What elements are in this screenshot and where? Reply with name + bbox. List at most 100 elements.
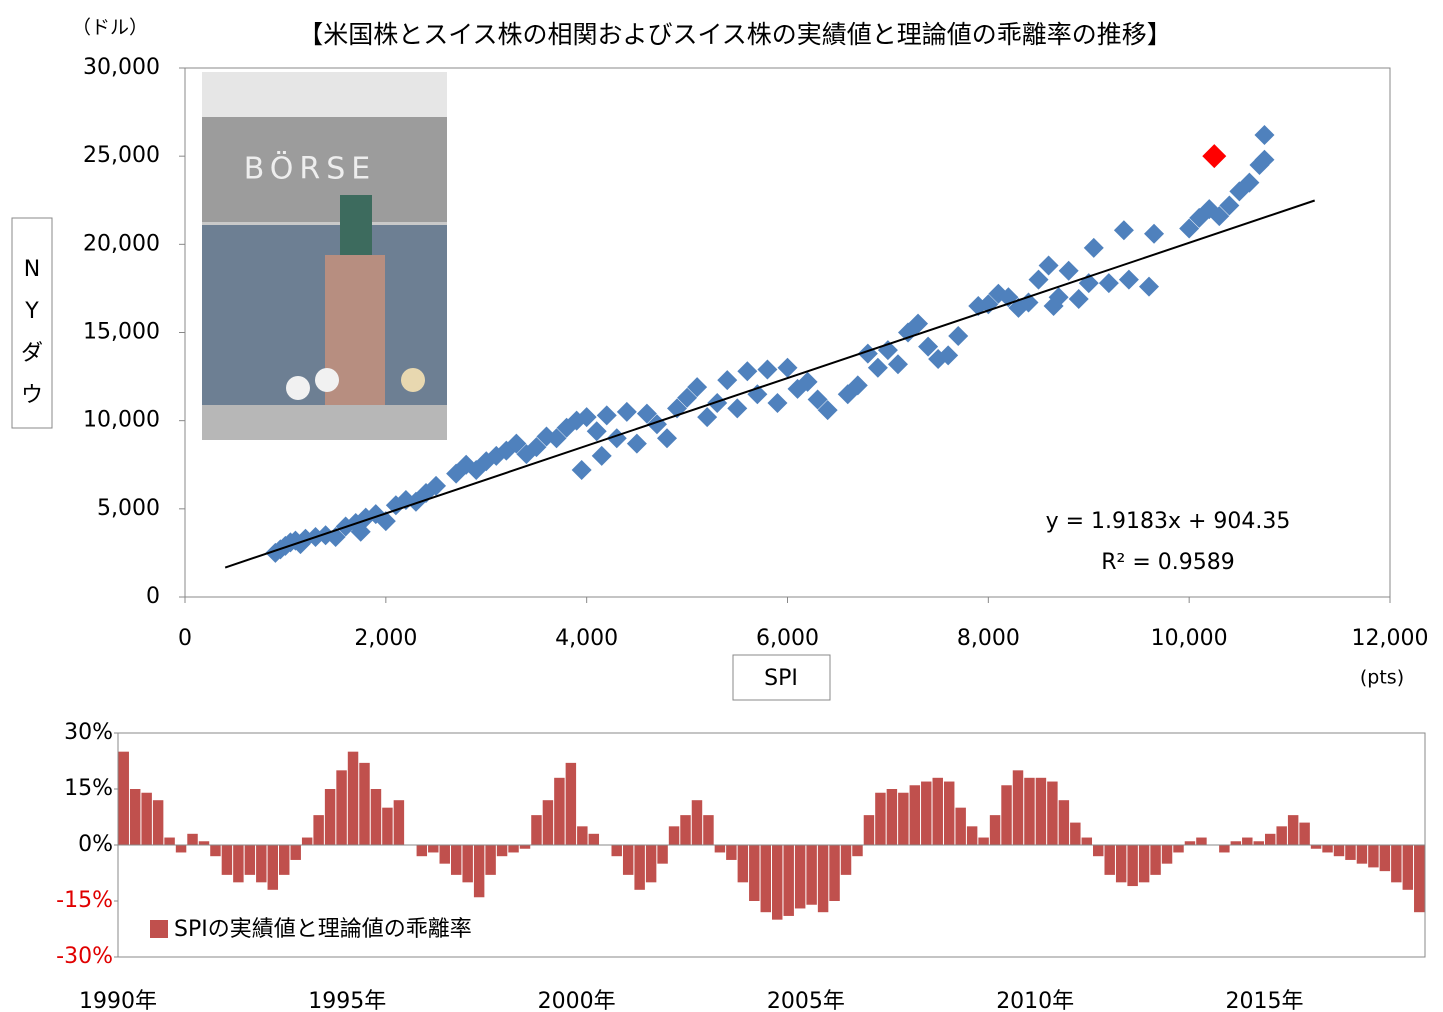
- bar: [817, 845, 829, 913]
- x-tick-label: 1995年: [308, 989, 386, 1012]
- point: [1048, 287, 1069, 308]
- point: [1058, 260, 1079, 281]
- y-tick-label: 25,000: [83, 143, 160, 168]
- point: [687, 377, 708, 398]
- bar: [129, 789, 141, 845]
- y-tick-label: 30,000: [83, 55, 160, 80]
- point: [1028, 269, 1049, 290]
- point: [1113, 220, 1134, 241]
- bar: [279, 845, 290, 875]
- x-tick-label: 10,000: [1151, 626, 1228, 651]
- bar: [221, 845, 233, 875]
- point: [1254, 149, 1275, 170]
- point: [807, 389, 828, 410]
- bar: [519, 845, 531, 849]
- point: [908, 313, 929, 334]
- point: [626, 433, 647, 454]
- bar: [359, 762, 370, 845]
- point: [1254, 125, 1275, 146]
- point: [1179, 218, 1200, 239]
- bar: [1230, 841, 1242, 845]
- bar: [1012, 770, 1024, 845]
- bar: [393, 800, 405, 845]
- bar: [772, 845, 783, 920]
- bar: [1093, 845, 1104, 857]
- point: [1098, 273, 1119, 294]
- bar: [1368, 845, 1379, 868]
- bar: [989, 815, 1001, 845]
- bar: [450, 845, 462, 875]
- point: [657, 428, 677, 449]
- bar: [244, 845, 256, 875]
- point: [1118, 269, 1139, 290]
- point: [707, 393, 728, 414]
- point: [948, 326, 969, 347]
- bar: [267, 845, 279, 890]
- r-squared: R² = 0.9589: [1101, 550, 1235, 575]
- point: [737, 361, 758, 382]
- legend-swatch: [150, 920, 168, 938]
- y-tick-label: 15,000: [83, 320, 160, 345]
- bar: [1138, 845, 1150, 883]
- bar: [1264, 833, 1276, 845]
- bar: [118, 751, 129, 845]
- bar: [554, 777, 565, 845]
- bar: [1127, 845, 1138, 887]
- bar: [233, 845, 244, 883]
- bar: [737, 845, 749, 883]
- point: [586, 421, 607, 442]
- bar: [347, 751, 359, 845]
- bar: [565, 762, 577, 845]
- point: [375, 511, 396, 532]
- point: [1202, 144, 1227, 169]
- x-tick-label: 2,000: [354, 626, 417, 651]
- bar: [1253, 841, 1264, 845]
- bar: [313, 815, 324, 845]
- y-tick-label: 30%: [64, 720, 113, 745]
- point: [777, 357, 798, 378]
- bar: [760, 845, 771, 913]
- bar: [1333, 845, 1345, 857]
- y-tick-label: -15%: [56, 888, 113, 913]
- bar: [829, 845, 840, 901]
- point: [1209, 206, 1230, 227]
- photo: BÖRSE: [202, 72, 447, 440]
- bar: [198, 841, 210, 845]
- bar: [806, 845, 817, 905]
- point: [918, 336, 939, 357]
- bar: [1184, 841, 1196, 845]
- point: [797, 371, 818, 392]
- point: [817, 400, 838, 421]
- bar: [955, 807, 966, 845]
- bar: [531, 815, 542, 845]
- svg-text:BÖRSE: BÖRSE: [244, 151, 377, 187]
- bar: [852, 845, 863, 857]
- bar: [336, 770, 347, 845]
- bar: [577, 826, 588, 845]
- bar: [783, 845, 794, 916]
- x-tick-label: 2010年: [996, 989, 1074, 1012]
- bar: [1173, 845, 1184, 853]
- x-tick-label: 12,000: [1352, 626, 1429, 651]
- bar: [210, 845, 221, 857]
- point: [697, 407, 718, 428]
- x-tick-label: 6,000: [756, 626, 819, 651]
- bar: [1402, 845, 1414, 890]
- y-tick-label: 15%: [64, 776, 113, 801]
- x-tick-label: 2000年: [538, 989, 616, 1012]
- bar: [726, 845, 737, 860]
- point: [616, 401, 637, 422]
- point: [1083, 237, 1104, 258]
- point: [938, 345, 959, 366]
- bar: [1081, 837, 1093, 845]
- bar: [657, 845, 668, 864]
- point: [767, 393, 788, 414]
- point: [1018, 292, 1039, 313]
- bar: [611, 845, 622, 857]
- bar: [932, 777, 943, 845]
- bar: [875, 792, 886, 845]
- bar: [921, 781, 932, 845]
- bar: [898, 792, 909, 845]
- bar: [508, 845, 519, 853]
- bar: [1242, 837, 1253, 845]
